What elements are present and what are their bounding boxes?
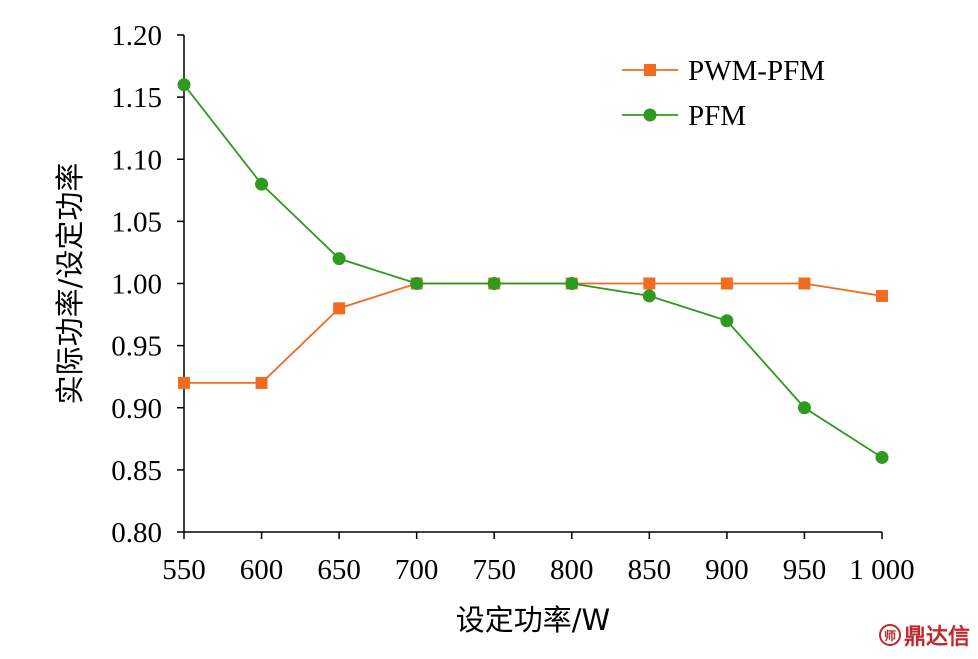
series-pwm-pfm [178, 277, 888, 389]
x-tick-label: 900 [705, 554, 749, 586]
legend: PWM-PFM PFM [622, 55, 825, 132]
data-point [642, 289, 656, 303]
x-tick-label: 1 000 [849, 554, 914, 586]
y-tick-label: 1.00 [111, 269, 162, 301]
x-tick-label: 700 [395, 554, 439, 586]
x-axis-title: 设定功率/W [456, 603, 610, 637]
data-point [565, 277, 579, 290]
watermark-text: 鼎达信 [903, 625, 970, 650]
data-point [255, 177, 269, 191]
watermark-logo-icon: 师 [878, 624, 901, 646]
data-point [333, 302, 346, 315]
y-tick-label: 0.80 [111, 517, 162, 549]
data-point [720, 314, 734, 328]
data-point [178, 376, 190, 389]
x-tick-label: 750 [472, 554, 516, 586]
data-point [798, 277, 811, 290]
y-tick-label: 0.90 [111, 393, 162, 425]
y-tick-label: 0.85 [111, 455, 162, 487]
series-pfm [177, 78, 889, 464]
x-axis-ticks: 550 600 650 700 750 800 850 900 950 1 000 [162, 532, 915, 586]
x-tick-label: 650 [317, 554, 361, 586]
data-point [720, 277, 733, 290]
x-tick-label: 600 [240, 554, 284, 586]
legend-marker [643, 108, 657, 122]
x-tick-label: 550 [162, 554, 206, 586]
legend-label: PWM-PFM [688, 55, 825, 87]
data-point [875, 450, 889, 464]
x-tick-label: 950 [783, 554, 827, 586]
data-point [876, 289, 888, 302]
data-point [487, 277, 501, 290]
data-point [255, 376, 268, 389]
y-axis-ticks: 0.80 0.85 0.90 0.95 1.00 1.05 1.10 1.15 1.20 [111, 20, 184, 549]
legend-marker [644, 64, 656, 76]
watermark: 师 鼎达信 [878, 619, 970, 651]
data-point [332, 252, 346, 266]
x-tick-label: 850 [628, 554, 672, 586]
y-tick-label: 1.20 [111, 20, 162, 52]
y-tick-label: 1.15 [111, 82, 162, 114]
legend-item: PWM-PFM [622, 55, 825, 87]
data-point [643, 277, 656, 290]
y-axis-title: 实际功率/设定功率 [53, 163, 87, 405]
series-line [183, 84, 883, 459]
data-point [410, 277, 424, 290]
series-line [184, 282, 883, 384]
x-tick-label: 800 [550, 554, 594, 586]
data-point [797, 401, 811, 415]
y-tick-label: 0.95 [111, 331, 162, 363]
data-point [177, 78, 191, 92]
legend-label: PFM [688, 100, 746, 132]
y-tick-label: 1.10 [111, 144, 162, 176]
legend-item: PFM [622, 100, 746, 132]
series-layer [177, 78, 889, 464]
y-tick-label: 1.05 [111, 206, 162, 238]
